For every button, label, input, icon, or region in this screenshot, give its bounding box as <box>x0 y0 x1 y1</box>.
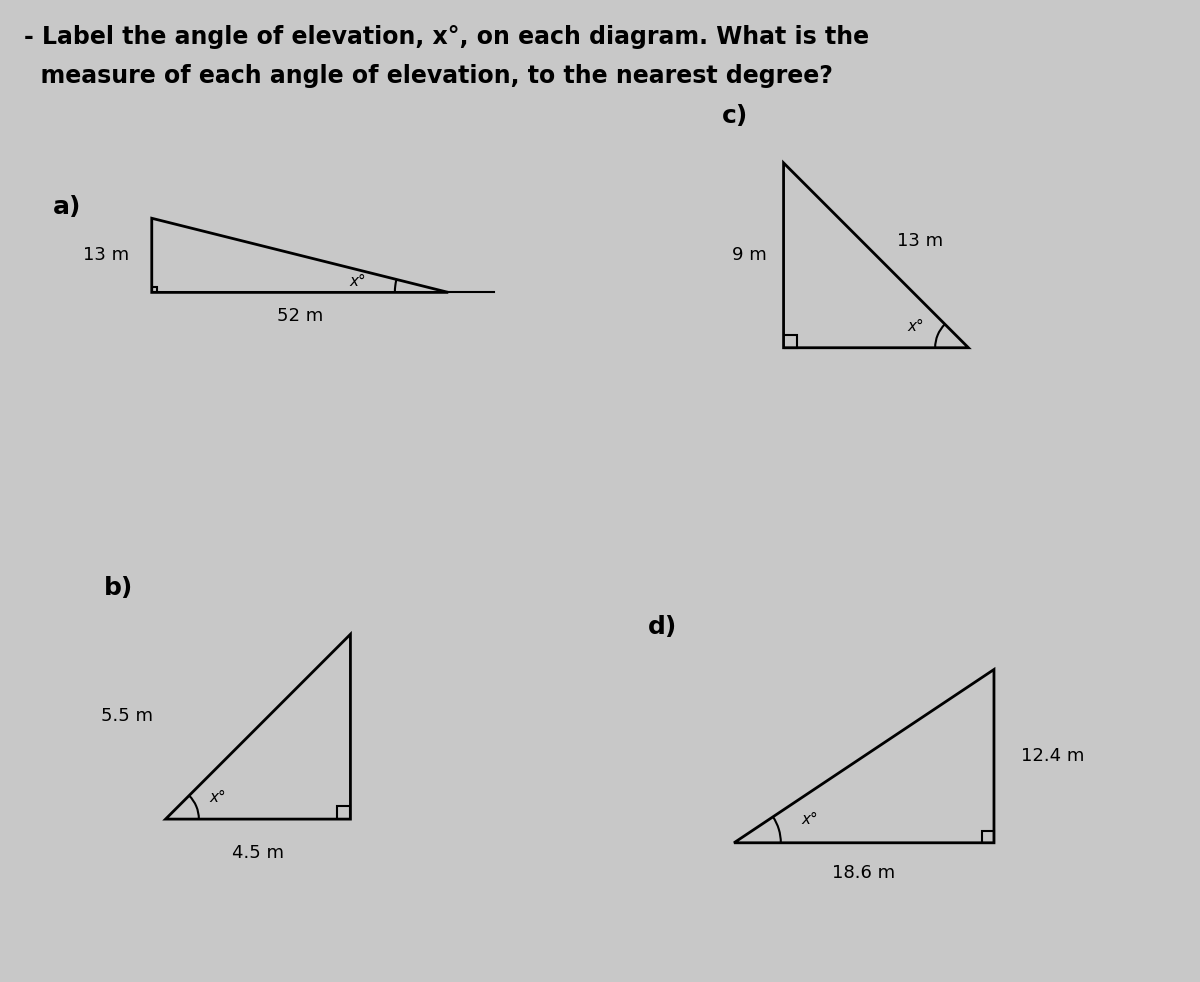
Text: measure of each angle of elevation, to the nearest degree?: measure of each angle of elevation, to t… <box>24 64 833 87</box>
Text: x°: x° <box>210 790 226 805</box>
Text: d): d) <box>648 615 677 638</box>
Text: 13 m: 13 m <box>896 232 943 250</box>
Text: a): a) <box>53 194 82 219</box>
Text: 5.5 m: 5.5 m <box>101 707 154 726</box>
Text: 52 m: 52 m <box>277 306 323 325</box>
Text: b): b) <box>104 575 133 600</box>
Text: 4.5 m: 4.5 m <box>232 844 284 862</box>
Text: x°: x° <box>802 812 818 827</box>
Text: c): c) <box>722 104 749 129</box>
Text: 13 m: 13 m <box>83 246 128 264</box>
Text: x°: x° <box>350 274 366 289</box>
Text: 18.6 m: 18.6 m <box>833 864 895 882</box>
Text: 9 m: 9 m <box>732 246 767 264</box>
Text: x°: x° <box>908 318 924 334</box>
Text: 12.4 m: 12.4 m <box>1020 747 1084 765</box>
Text: - Label the angle of elevation, x°, on each diagram. What is the: - Label the angle of elevation, x°, on e… <box>24 25 869 48</box>
